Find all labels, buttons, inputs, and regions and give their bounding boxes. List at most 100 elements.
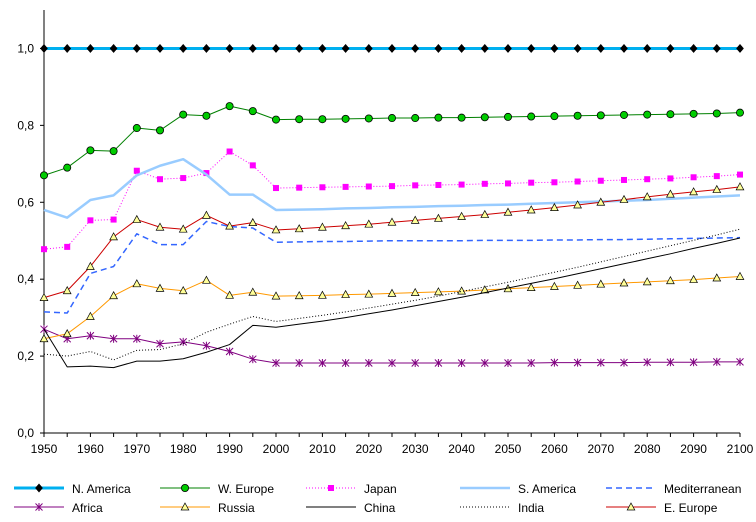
data-point-n-america [504,43,512,54]
data-point-africa [504,359,512,368]
data-point-n-america [689,43,698,54]
data-point-africa [202,341,211,350]
data-point-russia [410,287,420,296]
legend-label: E. Europe [664,501,718,515]
data-point-n-america [63,43,72,54]
data-point-japan [690,174,697,181]
data-point-w-europe [109,147,118,156]
data-point-e-europe [457,211,466,220]
data-point-e-europe [735,182,745,191]
series-e-europe [39,182,745,301]
data-point-w-europe [179,110,188,119]
x-tick-label: 2080 [634,442,661,456]
data-point-w-europe [40,171,49,180]
data-point-n-america [388,43,396,54]
legend-item-china: China [306,501,396,515]
legend-label: China [364,501,396,515]
legend-item-s-america: S. America [460,482,576,496]
data-point-w-europe [666,110,675,119]
data-point-w-europe [132,124,141,133]
data-point-japan [597,177,604,184]
data-point-japan [412,182,419,189]
legend-item-russia: Russia [160,501,255,515]
legend-item-n-america: N. America [14,482,131,496]
data-point-russia [712,273,722,282]
data-point-n-america [712,43,721,54]
series-line-africa [43,328,740,364]
y-tick-label: 0,8 [17,118,34,132]
data-point-africa [341,359,350,368]
data-point-russia [109,290,118,300]
data-point-japan [249,162,256,169]
data-point-e-europe [480,209,490,218]
data-point-e-europe [132,214,142,223]
data-point-n-america [202,43,211,54]
legend-label: Mediterranean [664,482,741,496]
data-point-russia [318,290,327,299]
data-point-n-america [225,43,234,54]
data-point-e-europe [341,220,350,230]
data-point-africa [225,347,234,356]
data-point-w-europe [271,115,280,124]
data-point-e-europe [62,285,72,295]
legend-item-mediterranean: Mediterranean [606,482,741,496]
data-point-russia [666,275,675,285]
legend-marker [180,502,190,511]
data-point-e-europe [503,207,513,216]
data-point-w-europe [318,115,327,124]
data-point-russia [573,280,582,289]
legend-item-japan: Japan [306,482,397,496]
data-point-n-america [272,43,280,54]
data-point-e-europe [271,225,281,234]
data-point-w-europe [527,112,536,121]
x-tick-label: 2030 [402,442,429,456]
data-point-e-europe [573,200,582,209]
data-point-n-america [434,43,443,54]
data-point-japan [574,178,581,185]
data-point-e-europe [410,215,420,224]
data-point-w-europe [225,102,234,111]
y-tick-label: 0,0 [17,426,34,440]
data-point-africa [156,339,164,348]
data-point-japan [296,184,303,191]
data-point-russia [387,288,397,297]
x-tick-label: 2040 [448,442,475,456]
data-point-w-europe [202,111,211,120]
data-point-russia [202,275,211,284]
data-point-n-america [40,43,48,54]
x-tick-label: 2050 [495,442,522,456]
data-point-n-america [620,43,628,54]
data-point-w-europe [480,113,489,122]
data-point-africa [643,358,652,367]
data-point-e-europe [550,202,559,212]
data-point-w-europe [155,126,164,135]
legend-item-w-europe: W. Europe [160,482,274,496]
data-point-e-europe [596,197,606,206]
data-point-japan [551,179,558,186]
data-point-africa [295,359,304,368]
legend-marker [626,502,636,511]
data-point-japan [621,176,627,183]
x-tick-label: 2060 [541,442,568,456]
data-point-w-europe [736,108,745,117]
data-point-w-europe [712,109,721,118]
data-point-e-europe [86,261,95,270]
data-point-n-america [179,43,188,54]
data-point-japan [481,180,488,187]
data-point-africa [109,334,118,343]
data-point-russia [619,278,629,287]
x-tick-label: 2020 [355,442,382,456]
x-tick-label: 2090 [680,442,707,456]
data-point-japan [365,183,372,190]
series-w-europe [40,102,745,180]
series-line-e-europe [43,186,741,299]
data-point-w-europe [573,111,582,120]
data-point-w-europe [643,110,652,119]
data-point-e-europe [619,194,629,203]
series-line-china [43,237,741,369]
data-point-africa [457,359,466,368]
x-tick-label: 2070 [587,442,614,456]
data-point-russia [39,334,49,343]
data-point-russia [86,311,95,320]
series-mediterranean [43,220,741,314]
